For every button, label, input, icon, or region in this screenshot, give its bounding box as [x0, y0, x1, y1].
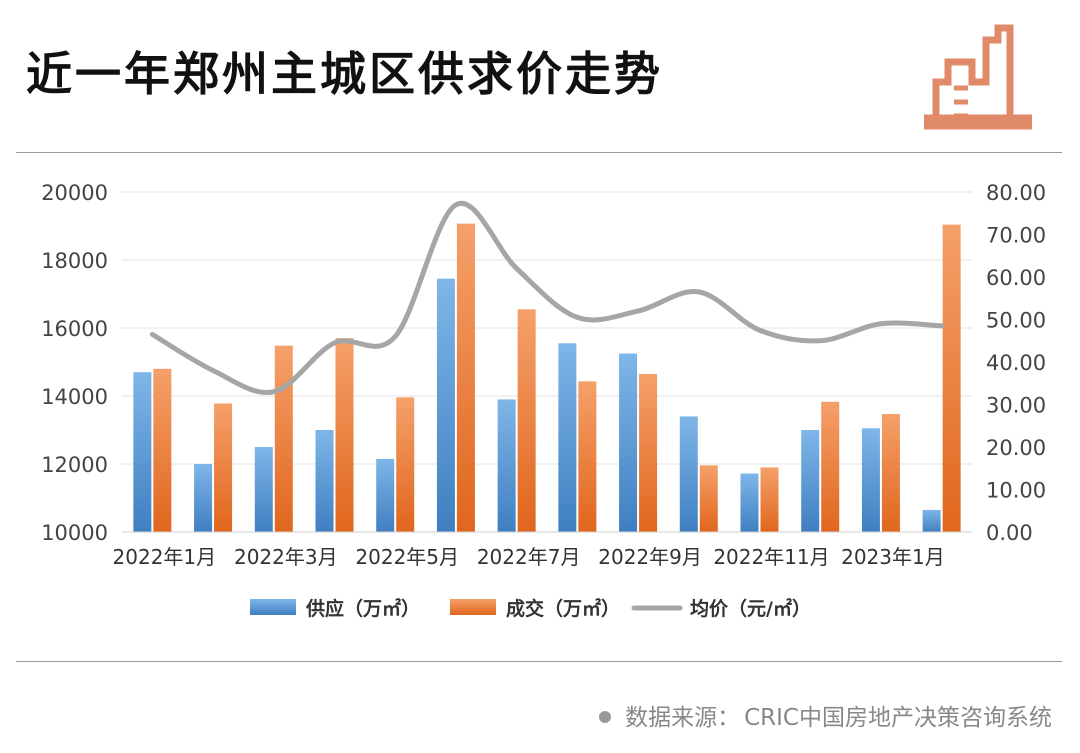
bottom-divider [16, 661, 1062, 662]
supply-bar [315, 430, 334, 532]
supply-bar [558, 343, 577, 532]
deal-bar [396, 397, 415, 532]
supply-bar [801, 430, 820, 532]
y-left-tick-label: 18000 [41, 249, 108, 273]
building-logo-icon [924, 24, 1032, 130]
bars [133, 223, 961, 532]
y-left-tick-label: 14000 [41, 385, 108, 409]
deal-bar [517, 309, 536, 532]
legend-swatch [450, 599, 496, 615]
page-title: 近一年郑州主城区供求价走势 [26, 47, 663, 101]
y-left-tick-label: 16000 [41, 317, 108, 341]
legend: 供应（万㎡） 成交（万㎡） 均价（元/㎡） [250, 597, 811, 620]
x-tick-label: 2022年11月 [713, 545, 829, 569]
supply-bar [740, 473, 759, 532]
y-left-tick-label: 20000 [41, 181, 108, 205]
top-divider [16, 152, 1062, 153]
source-text: CRIC中国房地产决策咨询系统 [744, 705, 1052, 731]
legend-swatch [250, 599, 296, 615]
supply-bar [497, 399, 516, 532]
y-right-tick-label: 10.00 [986, 479, 1046, 503]
deal-bar [942, 224, 961, 532]
y-axis-right: 0.00 10.00 20.00 30.00 40.00 50.00 60.00 70.00 8… [986, 181, 1046, 545]
y-left-tick-label: 10000 [41, 521, 108, 545]
supply-bar [861, 428, 880, 532]
deal-bar [214, 403, 233, 532]
supply-bar [679, 416, 698, 532]
supply-bar [619, 353, 638, 532]
deal-bar [760, 467, 779, 532]
supply-bar [436, 278, 455, 532]
supply-bar [133, 372, 152, 532]
y-right-tick-label: 30.00 [986, 394, 1046, 418]
x-axis: 2022年1月 2022年3月 2022年5月 2022年7月 2022年9月 2022年… [113, 531, 972, 569]
deal-bar [578, 381, 597, 532]
y-right-tick-label: 80.00 [986, 181, 1046, 205]
deal-bar [639, 373, 658, 532]
x-tick-label: 2022年9月 [598, 545, 702, 569]
price-line-path [149, 200, 945, 396]
y-right-tick-label: 20.00 [986, 436, 1046, 460]
y-right-tick-label: 0.00 [986, 521, 1033, 545]
source-note: 数据来源： CRIC中国房地产决策咨询系统 [599, 698, 1052, 732]
source-dot-icon [599, 710, 612, 723]
deal-bar [881, 414, 900, 532]
x-tick-label: 2022年5月 [355, 545, 459, 569]
x-tick-label: 2022年1月 [113, 545, 217, 569]
y-left-tick-label: 12000 [41, 453, 108, 477]
price-line [149, 200, 945, 396]
y-right-tick-label: 60.00 [986, 266, 1046, 290]
x-tick-label: 2022年3月 [234, 545, 338, 569]
y-right-tick-label: 40.00 [986, 351, 1046, 375]
y-right-tick-label: 70.00 [986, 224, 1046, 248]
x-tick-label: 2023年1月 [841, 545, 945, 569]
supply-bar [254, 447, 273, 532]
y-right-tick-label: 50.00 [986, 309, 1046, 333]
deal-bar [274, 345, 293, 532]
supply-bar [376, 458, 395, 532]
supply-bar [194, 464, 213, 532]
legend-label: 成交（万㎡） [506, 597, 620, 620]
source-label: 数据来源： [625, 705, 741, 731]
x-tick-label: 2022年7月 [477, 545, 581, 569]
deal-bar [699, 465, 718, 532]
deal-bar [456, 223, 475, 532]
y-axis-left: 10000 12000 14000 16000 18000 20000 [41, 181, 108, 545]
legend-label: 供应（万㎡） [305, 597, 420, 620]
deal-bar [335, 338, 354, 532]
deal-bar [821, 401, 840, 532]
chart: 10000 12000 14000 16000 18000 20000 0.00 10.00… [41, 181, 1046, 620]
legend-label: 均价（元/㎡） [690, 597, 811, 620]
deal-bar [153, 368, 172, 532]
grid-lines [122, 191, 972, 533]
supply-bar [922, 509, 941, 532]
